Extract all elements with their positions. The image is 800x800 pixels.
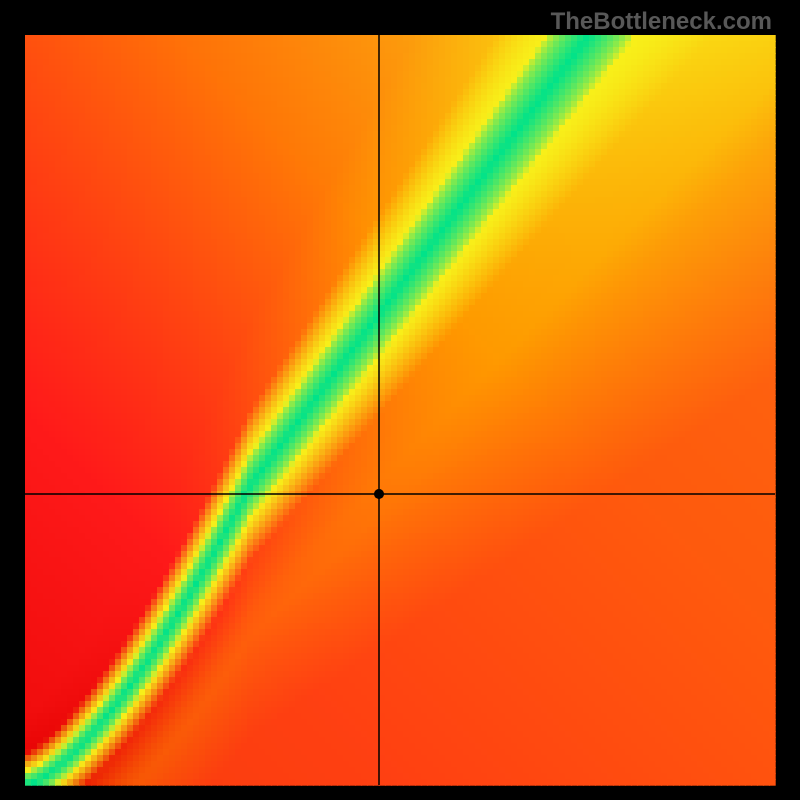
chart-container: { "attribution": { "text": "TheBottlenec… <box>0 0 800 800</box>
bottleneck-heatmap <box>0 0 800 800</box>
attribution-text: TheBottleneck.com <box>551 8 772 36</box>
